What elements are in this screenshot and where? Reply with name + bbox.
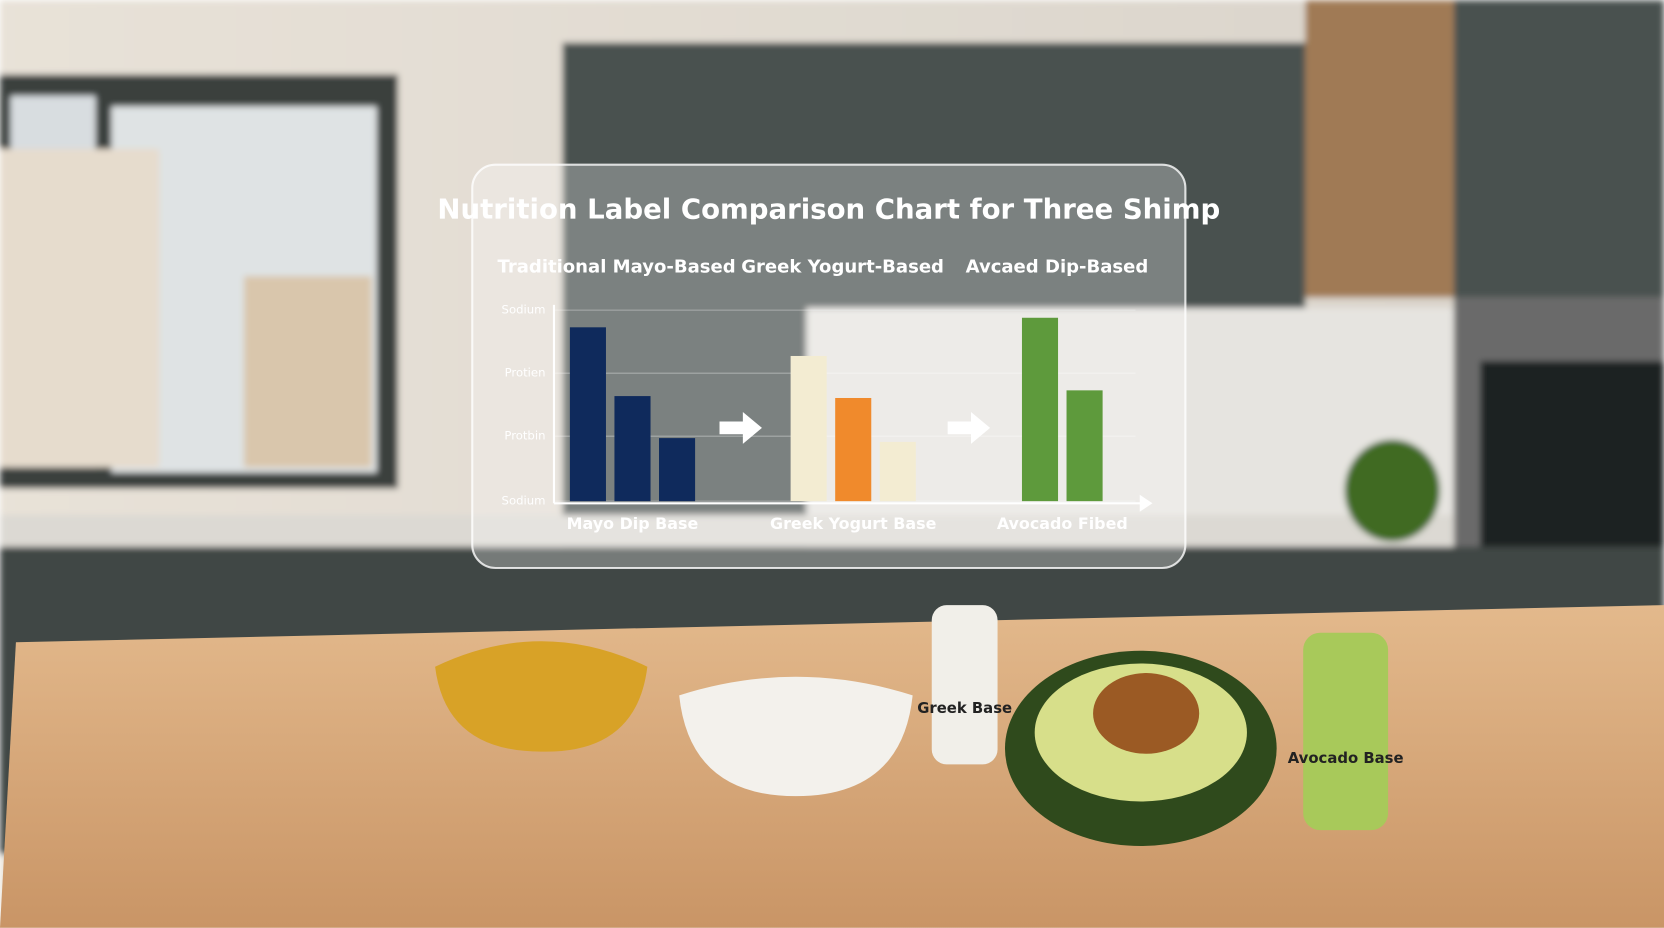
axis-arrow bbox=[1139, 494, 1153, 512]
y-tick-label: Sodium bbox=[502, 303, 546, 317]
x-tick-label: Greek Yogurt Base bbox=[770, 514, 937, 533]
y-tick-label: Protbin bbox=[504, 429, 545, 443]
bar bbox=[1066, 390, 1103, 502]
chart-title: Nutrition Label Comparison Chart for Thr… bbox=[437, 192, 1220, 225]
y-tick-label: Sodium bbox=[502, 494, 546, 508]
bar bbox=[614, 396, 651, 502]
x-tick-label: Mayo Dip Base bbox=[567, 514, 699, 533]
arrow bbox=[947, 412, 991, 444]
group-header: Avcaed Dip-Based bbox=[966, 257, 1149, 278]
bar bbox=[569, 327, 606, 502]
jar-label: Avocado Base bbox=[1288, 749, 1404, 767]
group-header: Greek Yogurt-Based bbox=[741, 257, 944, 278]
greek-jar bbox=[931, 605, 998, 765]
arrow bbox=[719, 412, 762, 444]
group-header: Traditional Mayo-Based bbox=[498, 257, 736, 278]
chart: Nutrition Label Comparison Chart for Thr… bbox=[437, 163, 1220, 570]
bar bbox=[879, 441, 916, 502]
x-tick-label: Avocado Fibed bbox=[997, 514, 1128, 533]
mayo-bowl bbox=[435, 641, 648, 752]
bar bbox=[659, 438, 696, 502]
bar bbox=[835, 397, 872, 502]
jar-label: Greek Base bbox=[917, 699, 1012, 717]
bar bbox=[790, 355, 827, 502]
avocado-jar bbox=[1303, 632, 1389, 831]
y-tick-label: Protien bbox=[505, 366, 546, 380]
bar bbox=[1021, 317, 1059, 502]
yogurt-bowl bbox=[679, 676, 913, 797]
